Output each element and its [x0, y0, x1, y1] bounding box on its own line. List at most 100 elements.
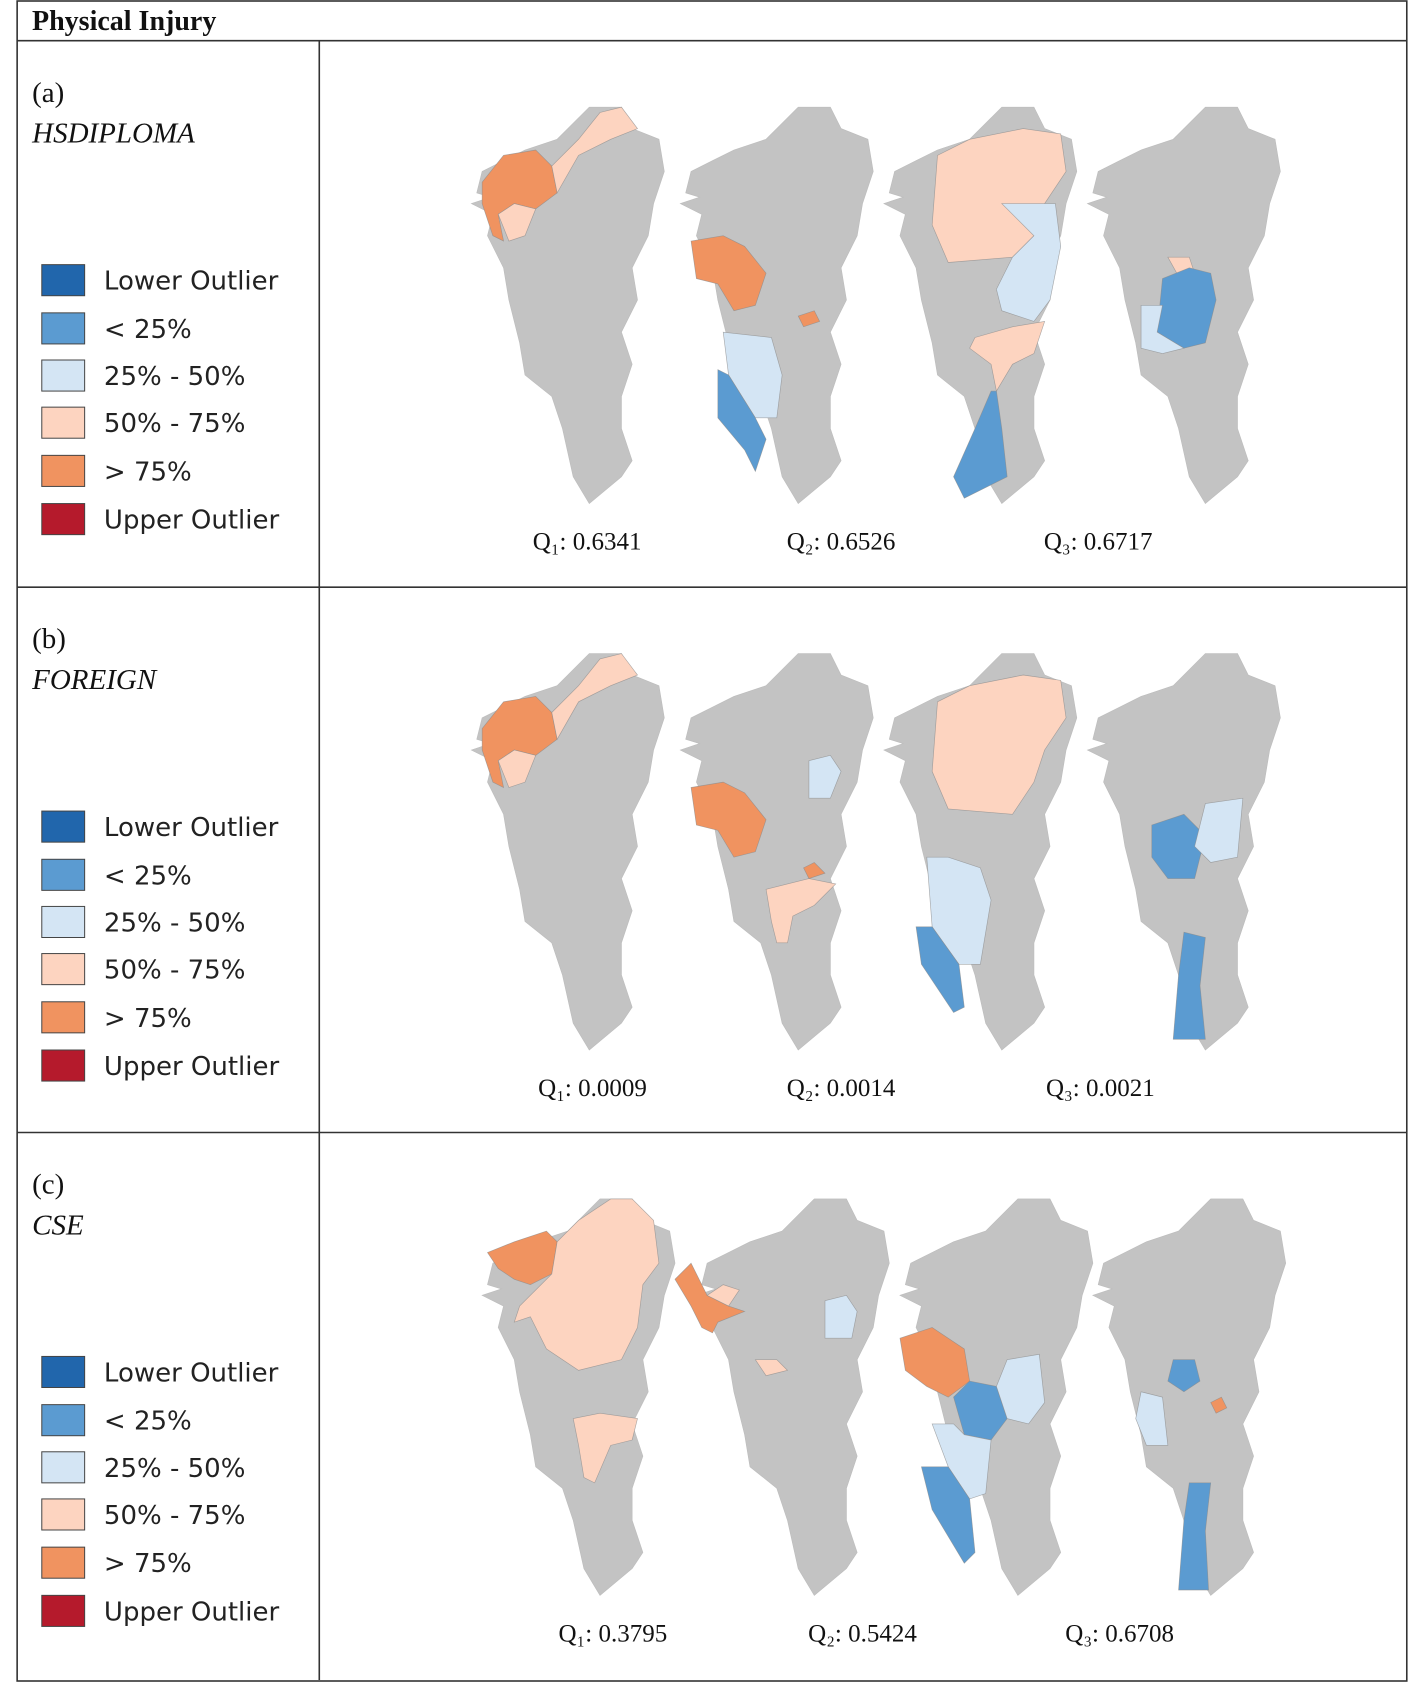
legend-swatch: [41, 454, 86, 487]
map-region: [1172, 931, 1206, 1040]
legend-label: 50% - 75%: [104, 956, 246, 986]
map-region: [1167, 1359, 1201, 1393]
legend-swatch: [41, 312, 86, 345]
map-region: [996, 1353, 1045, 1425]
legend-label: Lower Outlier: [104, 1359, 279, 1389]
legend-swatch: [41, 1594, 86, 1627]
map: [899, 1198, 1094, 1596]
map-land: [679, 106, 874, 505]
map-region: [899, 1327, 970, 1398]
legend-label: < 25%: [104, 861, 192, 891]
map-region: [1178, 1482, 1212, 1591]
legend-label: 50% - 75%: [104, 1501, 246, 1531]
map: [470, 653, 665, 1051]
map-region: [797, 310, 821, 328]
legend-label: Lower Outlier: [104, 267, 279, 297]
map-region: [824, 1294, 858, 1339]
legend-swatch: [41, 1546, 86, 1579]
map-region: [1135, 1391, 1169, 1446]
legend-swatch: [41, 858, 86, 891]
legend-swatch: [41, 953, 86, 986]
quartile-label: Q₁: 0.0009: [538, 1075, 647, 1102]
map-region: [497, 203, 537, 242]
map-region: [969, 321, 1046, 392]
map-region: [803, 862, 826, 879]
map-region: [953, 390, 1008, 499]
map-region: [1140, 305, 1185, 354]
legend-swatch: [41, 810, 86, 843]
map-region: [674, 1262, 746, 1334]
map-region: [690, 781, 767, 858]
legend-label: Upper Outlier: [104, 1052, 280, 1082]
quartile-label: Q₂: 0.5424: [808, 1620, 917, 1647]
legend-label: Lower Outlier: [104, 813, 279, 843]
panel-variable: FOREIGN: [31, 664, 158, 696]
panel-label: (b): [32, 623, 66, 655]
legend-label: 25% - 50%: [104, 362, 246, 392]
map-region: [513, 1198, 660, 1371]
map: [1092, 1198, 1287, 1596]
map-region: [996, 203, 1062, 322]
legend-label: 25% - 50%: [104, 909, 246, 939]
legend-label: > 75%: [104, 1004, 192, 1034]
legend-swatch: [41, 1404, 86, 1437]
map-region: [921, 1466, 976, 1564]
map-land: [695, 1198, 890, 1596]
legend-swatch: [41, 1049, 86, 1082]
map-region: [1194, 797, 1244, 863]
legend-swatch: [41, 1451, 86, 1484]
map-region: [765, 878, 837, 944]
legend-swatch: [41, 1355, 86, 1389]
map-region: [1151, 813, 1206, 879]
map-region: [551, 653, 639, 741]
map: [679, 653, 874, 1051]
map-region: [690, 235, 767, 312]
panel-label: (c): [32, 1169, 64, 1201]
legend-label: Upper Outlier: [104, 1597, 280, 1627]
map-region: [717, 369, 767, 473]
map: [674, 1198, 890, 1596]
legend-swatch: [41, 503, 86, 536]
panel-variable: HSDIPLOMA: [31, 118, 195, 150]
quartile-label: Q₁: 0.3795: [558, 1620, 667, 1647]
quartile-label: Q₃: 0.0021: [1046, 1075, 1155, 1102]
map-region: [931, 674, 1067, 815]
map: [883, 106, 1078, 505]
map-region: [754, 1359, 789, 1377]
legend-label: Upper Outlier: [104, 506, 280, 536]
map-region: [551, 106, 639, 194]
legend-swatch: [41, 1001, 86, 1034]
map: [883, 653, 1078, 1051]
map-region: [497, 749, 537, 788]
map: [679, 106, 874, 505]
map-region: [706, 1284, 740, 1307]
map-region: [1156, 267, 1217, 349]
map-region: [915, 926, 965, 1013]
legend-swatch: [41, 264, 86, 297]
map: [481, 1198, 676, 1596]
panel-label: (a): [32, 77, 64, 109]
legend-swatch: [41, 406, 86, 439]
panel-variable: CSE: [32, 1209, 84, 1241]
quartile-label: Q₂: 0.0014: [787, 1075, 896, 1102]
map-region: [572, 1412, 638, 1484]
legend-swatch: [41, 1498, 86, 1531]
map-region: [808, 754, 842, 799]
map-region: [1210, 1396, 1228, 1414]
quartile-label: Q₃: 0.6708: [1065, 1620, 1174, 1647]
legend-label: 25% - 50%: [104, 1454, 246, 1484]
map: [1086, 106, 1281, 505]
map: [1086, 653, 1281, 1051]
legend-label: 50% - 75%: [104, 409, 246, 439]
map: [470, 106, 665, 505]
legend-swatch: [41, 905, 86, 939]
legend-label: > 75%: [104, 457, 192, 487]
legend-swatch: [41, 359, 86, 392]
map-land: [679, 653, 874, 1051]
quartile-label: Q₃: 0.6717: [1044, 529, 1153, 556]
legend-label: > 75%: [104, 1549, 192, 1579]
legend-label: < 25%: [104, 315, 192, 345]
legend-label: < 25%: [104, 1407, 192, 1437]
